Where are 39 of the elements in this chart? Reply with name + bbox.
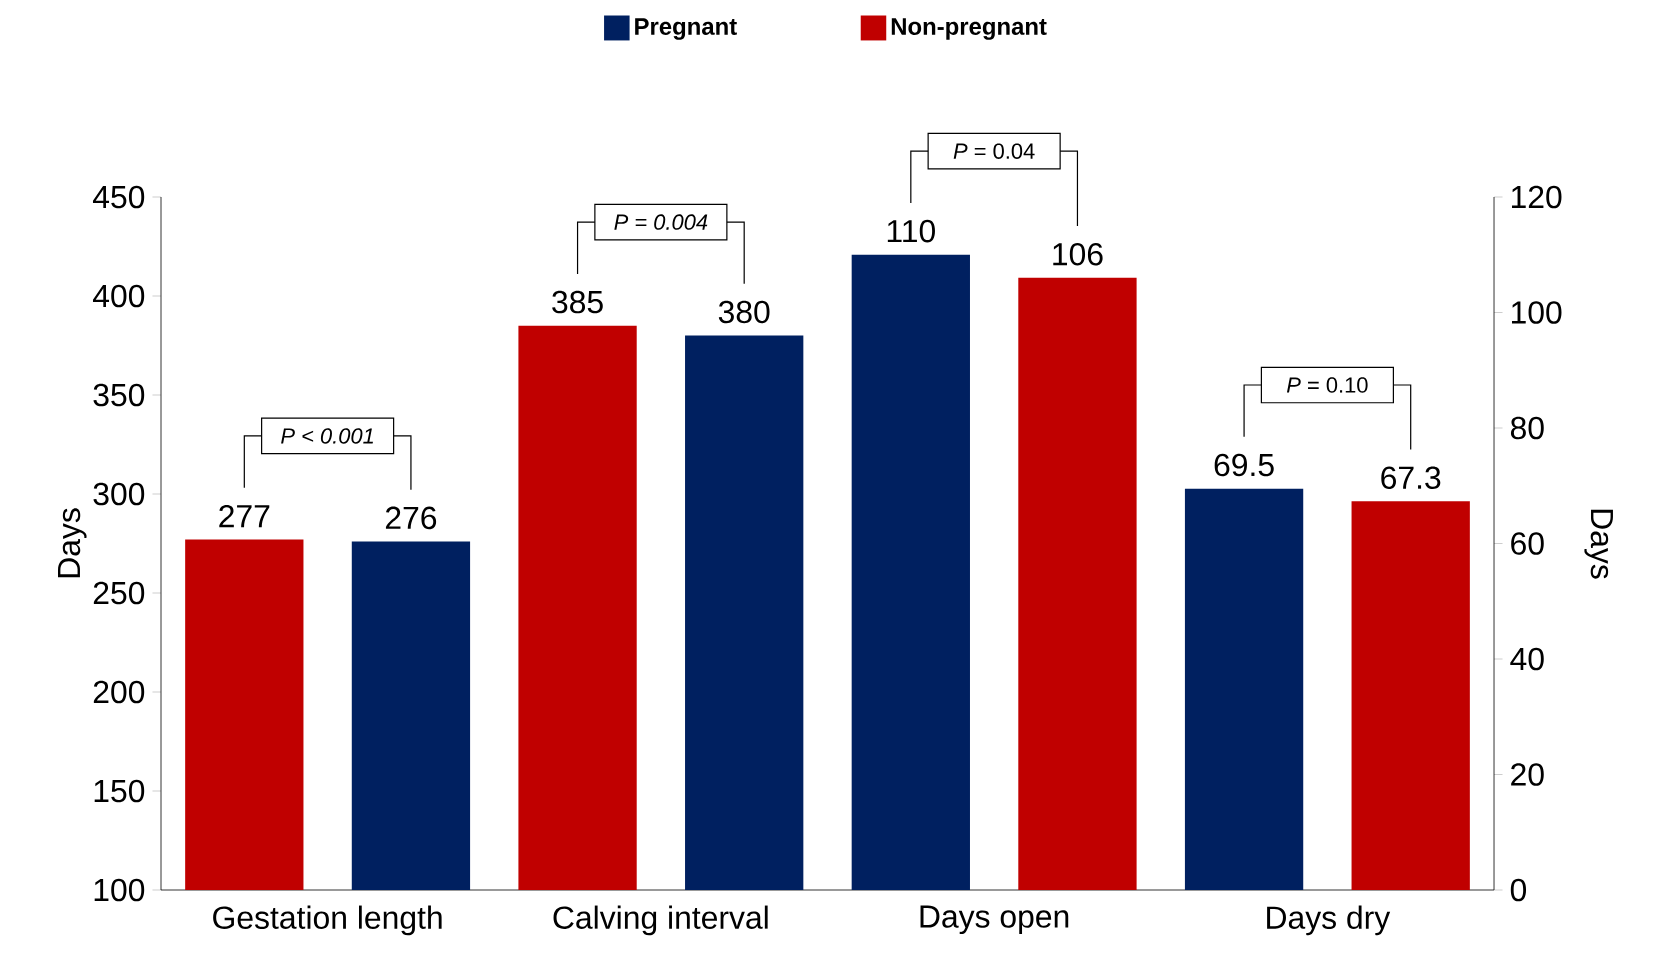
y-axis-title: Days bbox=[58, 508, 87, 578]
y-tick-label: 450 bbox=[92, 185, 145, 209]
data-label: 277 bbox=[219, 504, 270, 528]
annotation: P = 0.004 bbox=[614, 214, 708, 230]
y-tick-label: 350 bbox=[93, 383, 145, 407]
y2-tick-label: 20 bbox=[1511, 763, 1544, 786]
y2-tick-label: 0 bbox=[1510, 878, 1527, 902]
y2-tick-label: 100 bbox=[1512, 301, 1562, 324]
data-label: 385 bbox=[552, 290, 603, 314]
x-tick-label: Calving interval bbox=[553, 905, 768, 936]
x-tick-label: Days open bbox=[920, 905, 1069, 935]
y-tick-label: 200 bbox=[93, 680, 145, 704]
x-tick-label: Gestation length bbox=[213, 905, 442, 936]
x-tick-label: Days dry bbox=[1267, 905, 1391, 936]
data-label: 380 bbox=[718, 300, 770, 324]
annotation: P = 0.10 bbox=[1286, 377, 1368, 393]
legend-label: Non-pregnant bbox=[891, 18, 1047, 40]
y2-tick-label: 80 bbox=[1510, 416, 1544, 440]
y2-axis-title: Days bbox=[1584, 509, 1613, 579]
y-tick-label: 100 bbox=[94, 878, 145, 902]
legend-label: Pregnant bbox=[635, 18, 737, 40]
data-label: 110 bbox=[887, 219, 935, 243]
bar bbox=[1018, 277, 1137, 890]
y-tick-label: 400 bbox=[92, 284, 145, 308]
y-tick-label: 300 bbox=[93, 482, 145, 506]
data-label: 67.3 bbox=[1381, 466, 1441, 489]
data-label: 106 bbox=[1053, 242, 1103, 266]
y-tick-label: 150 bbox=[94, 779, 145, 803]
y2-tick-label: 120 bbox=[1512, 185, 1562, 209]
text: P = 0.04 bbox=[953, 143, 1035, 159]
bar bbox=[851, 254, 970, 890]
data-label: 69.5 bbox=[1214, 453, 1274, 477]
y-tick-label: 250 bbox=[93, 581, 145, 605]
annotation: P < 0.001 bbox=[281, 428, 373, 444]
y2-tick-label: 40 bbox=[1510, 647, 1544, 671]
data-label: 276 bbox=[385, 506, 437, 530]
bar bbox=[1184, 488, 1304, 890]
bar bbox=[1351, 501, 1470, 890]
y2-tick-label: 60 bbox=[1511, 532, 1544, 555]
